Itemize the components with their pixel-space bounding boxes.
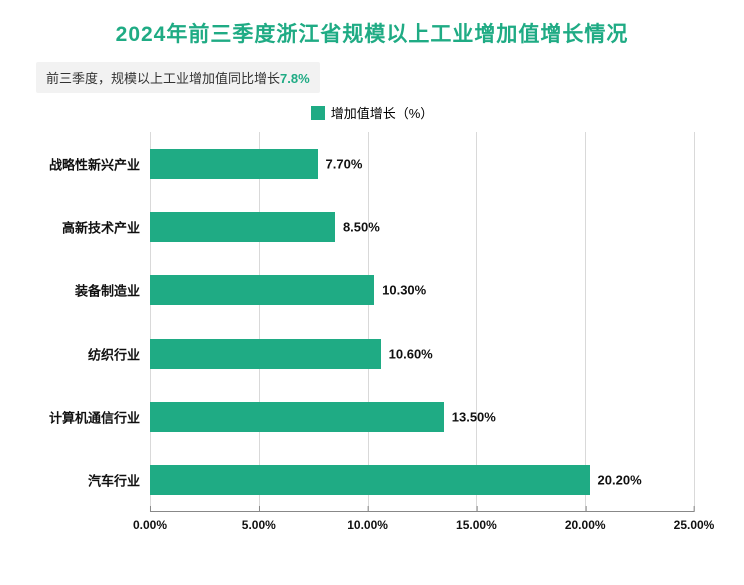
bar-value-label: 10.30%: [382, 283, 426, 298]
x-tick-label: 25.00%: [674, 512, 715, 532]
legend-label: 增加值增长（%）: [331, 106, 434, 121]
x-tick-label: 0.00%: [133, 512, 167, 532]
bar-value-label: 20.20%: [598, 473, 642, 488]
chart-legend: 增加值增长（%）: [30, 103, 714, 122]
bar: [150, 402, 444, 432]
x-tick-label: 15.00%: [456, 512, 497, 532]
bar-row: 10.30%: [150, 275, 694, 305]
grid-line: [150, 132, 151, 511]
x-tick-label: 10.00%: [347, 512, 388, 532]
bar: [150, 212, 335, 242]
chart-container: 2024年前三季度浙江省规模以上工业增加值增长情况 前三季度，规模以上工业增加值…: [0, 0, 744, 585]
bar-value-label: 8.50%: [343, 220, 380, 235]
legend-swatch: [311, 106, 325, 120]
bar-row: 13.50%: [150, 402, 694, 432]
y-axis-label: 装备制造业: [30, 281, 140, 300]
chart-subtitle: 前三季度，规模以上工业增加值同比增长7.8%: [36, 62, 320, 93]
plot-area: 7.70% 8.50% 10.30% 10.60% 13.50% 20.20%: [150, 132, 694, 512]
subtitle-prefix: 前三季度，规模以上工业增加值同比增长: [46, 71, 280, 86]
bar-row: 7.70%: [150, 149, 694, 179]
chart-title: 2024年前三季度浙江省规模以上工业增加值增长情况: [30, 18, 714, 48]
chart-plot: 7.70% 8.50% 10.30% 10.60% 13.50% 20.20% 0.00%…: [30, 132, 714, 552]
x-axis: 0.00%5.00%10.00%15.00%20.00%25.00%: [150, 512, 694, 552]
y-axis-label: 战略性新兴产业: [30, 154, 140, 173]
bar-row: 10.60%: [150, 339, 694, 369]
subtitle-value: 7.8%: [280, 71, 310, 86]
bar-value-label: 10.60%: [389, 346, 433, 361]
grid-line: [694, 132, 695, 511]
grid-line: [259, 132, 260, 511]
x-tick-label: 20.00%: [565, 512, 606, 532]
bar: [150, 149, 318, 179]
y-axis-label: 高新技术产业: [30, 218, 140, 237]
bar: [150, 465, 590, 495]
y-axis-label: 汽车行业: [30, 471, 140, 490]
y-axis-label: 纺织行业: [30, 344, 140, 363]
bar-value-label: 13.50%: [452, 410, 496, 425]
bar-row: 20.20%: [150, 465, 694, 495]
grid-line: [368, 132, 369, 511]
y-axis-label: 计算机通信行业: [30, 408, 140, 427]
grid-line: [476, 132, 477, 511]
grid-line: [585, 132, 586, 511]
bar-value-label: 7.70%: [326, 156, 363, 171]
bar-row: 8.50%: [150, 212, 694, 242]
bar: [150, 275, 374, 305]
x-tick-label: 5.00%: [242, 512, 276, 532]
bar: [150, 339, 381, 369]
